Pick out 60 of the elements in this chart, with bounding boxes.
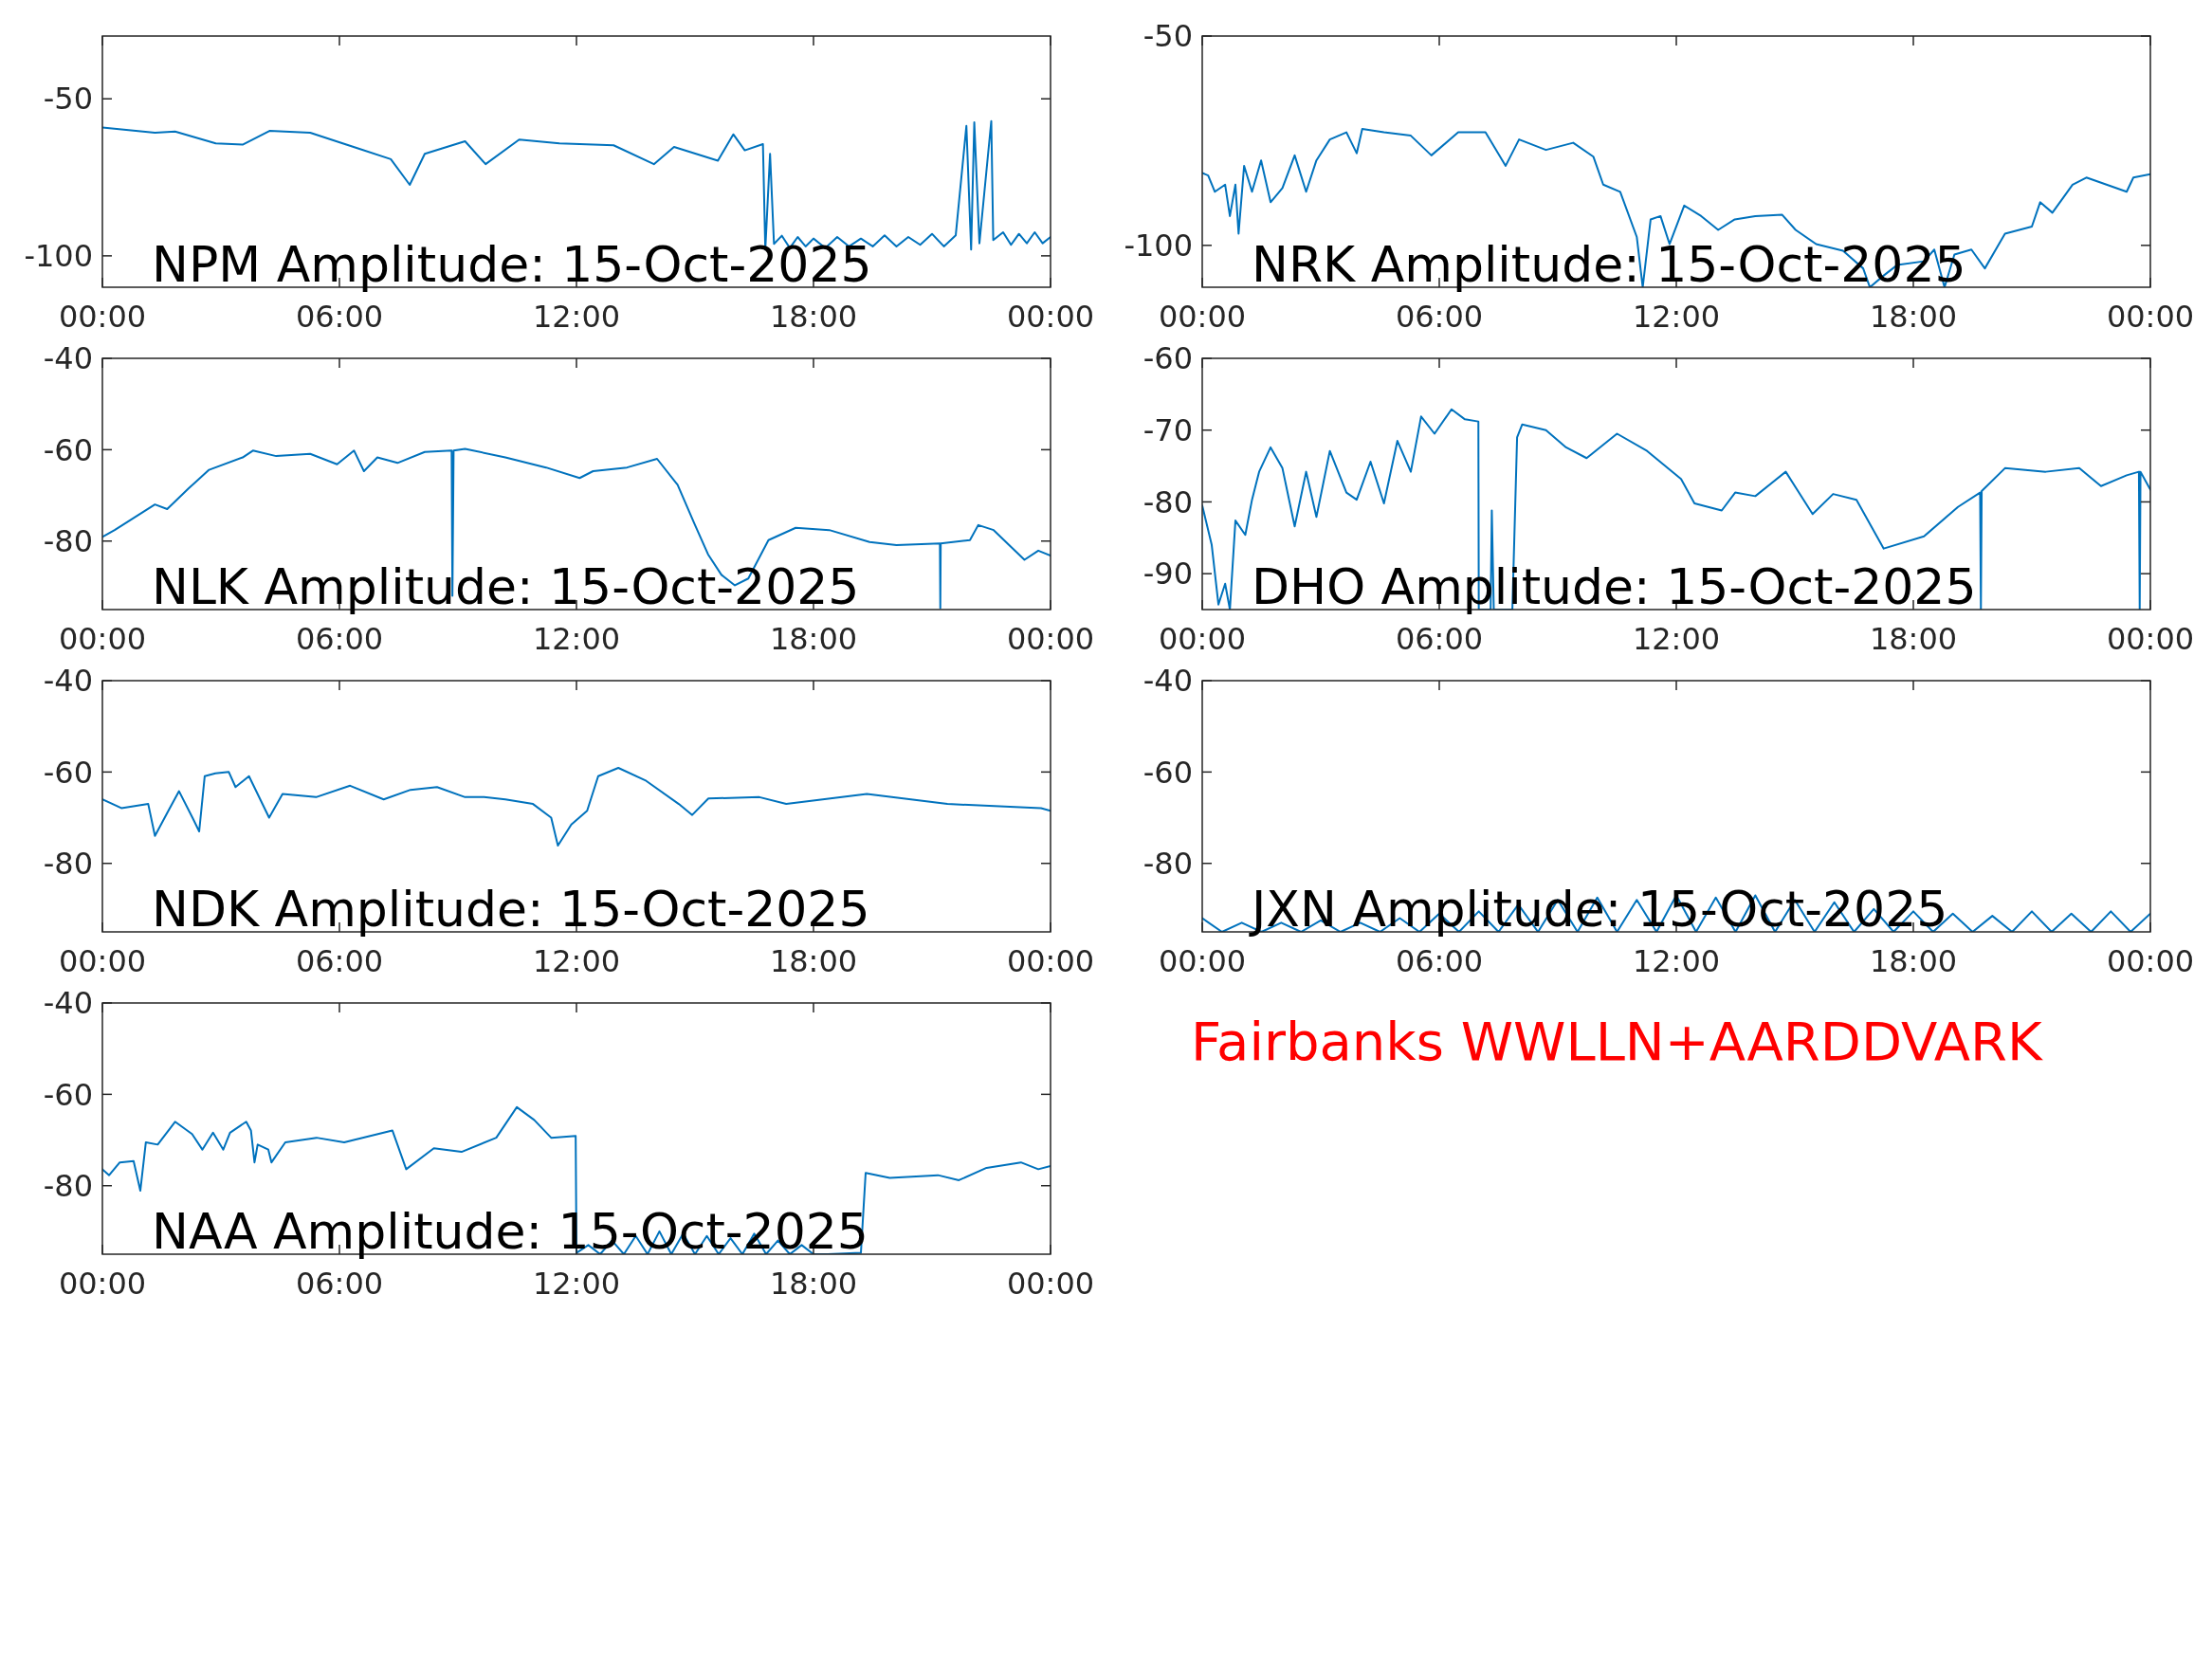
x-tick-label: 18:00 <box>769 1266 858 1302</box>
x-tick-label: 06:00 <box>295 621 384 657</box>
y-tick-label: -50 <box>43 81 93 118</box>
y-tick-label: -60 <box>43 431 93 468</box>
x-tick-label: 00:00 <box>2106 943 2195 979</box>
x-tick-label: 00:00 <box>2106 299 2195 335</box>
y-tick-label: -40 <box>43 985 93 1022</box>
y-tick-label: -90 <box>1143 556 1193 592</box>
line-series <box>102 767 1051 847</box>
text: NDK Amplitude: 15-Oct-2025 <box>152 881 870 938</box>
x-tick-label: 18:00 <box>1869 943 1958 979</box>
x-tick-label: 12:00 <box>532 299 621 335</box>
x-tick-label: 00:00 <box>1006 1266 1095 1302</box>
x-tick-label: 00:00 <box>58 1266 147 1302</box>
y-tick-label: -60 <box>1143 754 1193 791</box>
x-tick-label: 00:00 <box>1158 943 1247 979</box>
y-tick-label: -40 <box>43 663 93 700</box>
y-tick-label: -60 <box>1143 340 1193 377</box>
x-tick-label: 00:00 <box>1158 299 1247 335</box>
x-tick-label: 06:00 <box>1395 621 1484 657</box>
x-tick-label: 06:00 <box>295 943 384 979</box>
x-tick-label: 06:00 <box>295 1266 384 1302</box>
x-tick-label: 12:00 <box>532 1266 621 1302</box>
x-tick-label: 18:00 <box>769 621 858 657</box>
x-tick-label: 00:00 <box>1006 299 1095 335</box>
y-tick-label: -80 <box>1143 845 1193 882</box>
y-tick-label: -100 <box>24 238 93 275</box>
y-tick-label: -40 <box>43 340 93 377</box>
y-tick-label: -40 <box>1143 663 1193 700</box>
y-tick-label: -80 <box>43 1167 93 1204</box>
text: NLK Amplitude: 15-Oct-2025 <box>152 558 860 615</box>
x-tick-label: 12:00 <box>1632 621 1721 657</box>
y-tick-label: -80 <box>1143 483 1193 520</box>
x-tick-label: 00:00 <box>58 621 147 657</box>
x-tick-label: 12:00 <box>1632 299 1721 335</box>
x-tick-label: 12:00 <box>1632 943 1721 979</box>
y-tick-label: -80 <box>43 522 93 559</box>
x-tick-label: 00:00 <box>58 299 147 335</box>
x-tick-label: 12:00 <box>532 621 621 657</box>
x-tick-label: 06:00 <box>1395 943 1484 979</box>
x-tick-label: 00:00 <box>1006 621 1095 657</box>
x-tick-label: 06:00 <box>295 299 384 335</box>
x-tick-label: 00:00 <box>58 943 147 979</box>
y-tick-label: -70 <box>1143 411 1193 448</box>
y-tick-label: -80 <box>43 845 93 882</box>
x-tick-label: 00:00 <box>1158 621 1247 657</box>
x-tick-label: 18:00 <box>769 299 858 335</box>
y-tick-label: -60 <box>43 754 93 791</box>
text: NPM Amplitude: 15-Oct-2025 <box>152 236 872 293</box>
x-tick-label: 00:00 <box>2106 621 2195 657</box>
text: Fairbanks WWLLN+AARDDVARK <box>1191 1011 2043 1072</box>
x-tick-label: 18:00 <box>1869 299 1958 335</box>
x-tick-label: 00:00 <box>1006 943 1095 979</box>
y-tick-label: -100 <box>1124 228 1193 264</box>
x-tick-label: 18:00 <box>769 943 858 979</box>
x-tick-label: 12:00 <box>532 943 621 979</box>
y-tick-label: -50 <box>1143 18 1193 55</box>
x-tick-label: 18:00 <box>1869 621 1958 657</box>
y-tick-label: -60 <box>43 1076 93 1113</box>
x-tick-label: 06:00 <box>1395 299 1484 335</box>
